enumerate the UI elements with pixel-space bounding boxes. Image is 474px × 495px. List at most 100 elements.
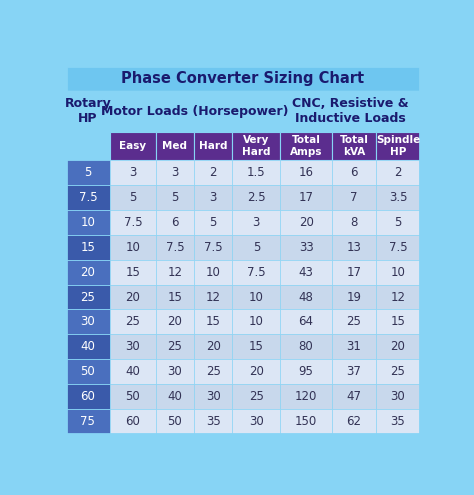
- Text: Med: Med: [163, 141, 188, 151]
- Bar: [232, 359, 280, 384]
- Text: 43: 43: [299, 266, 313, 279]
- Bar: [194, 309, 232, 334]
- Bar: [232, 334, 280, 359]
- Text: Total
kVA: Total kVA: [339, 135, 368, 157]
- Bar: [280, 235, 332, 260]
- Bar: [66, 334, 110, 359]
- Bar: [280, 309, 332, 334]
- Bar: [156, 185, 194, 210]
- Text: 25: 25: [346, 315, 361, 328]
- Bar: [332, 309, 376, 334]
- Bar: [376, 160, 420, 185]
- Bar: [232, 132, 280, 160]
- Text: Easy: Easy: [119, 141, 146, 151]
- Text: 15: 15: [206, 315, 221, 328]
- Bar: [194, 334, 232, 359]
- Bar: [332, 235, 376, 260]
- Bar: [110, 409, 156, 434]
- Text: 62: 62: [346, 415, 362, 428]
- Bar: [110, 160, 156, 185]
- Text: 6: 6: [171, 216, 179, 229]
- Bar: [156, 309, 194, 334]
- Text: 15: 15: [391, 315, 405, 328]
- Text: 40: 40: [167, 390, 182, 403]
- Text: 16: 16: [299, 166, 314, 179]
- Bar: [110, 260, 156, 285]
- Bar: [66, 210, 110, 235]
- Text: 10: 10: [391, 266, 405, 279]
- Bar: [280, 384, 332, 409]
- Bar: [376, 235, 420, 260]
- Bar: [376, 132, 420, 160]
- Bar: [66, 185, 110, 210]
- Bar: [156, 132, 194, 160]
- Text: Very
Hard: Very Hard: [242, 135, 271, 157]
- Bar: [332, 384, 376, 409]
- Text: 30: 30: [126, 340, 140, 353]
- Bar: [66, 260, 110, 285]
- Bar: [194, 285, 232, 309]
- Bar: [332, 210, 376, 235]
- Text: 17: 17: [346, 266, 362, 279]
- Bar: [280, 260, 332, 285]
- Text: 12: 12: [167, 266, 182, 279]
- Text: 3: 3: [129, 166, 137, 179]
- Text: 50: 50: [168, 415, 182, 428]
- Bar: [232, 160, 280, 185]
- Text: Phase Converter Sizing Chart: Phase Converter Sizing Chart: [121, 71, 365, 86]
- Bar: [376, 409, 420, 434]
- Text: Motor Loads (Horsepower): Motor Loads (Horsepower): [101, 105, 289, 118]
- Text: Total
Amps: Total Amps: [290, 135, 322, 157]
- Text: 5: 5: [394, 216, 401, 229]
- Text: 25: 25: [249, 390, 264, 403]
- Bar: [280, 359, 332, 384]
- Bar: [156, 210, 194, 235]
- Text: 2.5: 2.5: [247, 191, 265, 204]
- Bar: [156, 334, 194, 359]
- Bar: [194, 359, 232, 384]
- Text: 31: 31: [346, 340, 361, 353]
- Text: 30: 30: [206, 390, 220, 403]
- Text: 13: 13: [346, 241, 361, 254]
- Bar: [156, 160, 194, 185]
- Bar: [194, 210, 232, 235]
- Text: 25: 25: [167, 340, 182, 353]
- Bar: [332, 185, 376, 210]
- Bar: [376, 285, 420, 309]
- Text: 19: 19: [346, 291, 362, 303]
- Text: 7.5: 7.5: [204, 241, 223, 254]
- Text: 25: 25: [391, 365, 405, 378]
- Text: 17: 17: [299, 191, 314, 204]
- Text: 12: 12: [206, 291, 221, 303]
- Text: 48: 48: [299, 291, 313, 303]
- Bar: [110, 334, 156, 359]
- Text: 7.5: 7.5: [165, 241, 184, 254]
- Text: Spindle
HP: Spindle HP: [376, 135, 420, 157]
- Text: 30: 30: [81, 315, 95, 328]
- Text: Rotary
HP: Rotary HP: [64, 98, 111, 125]
- Bar: [232, 185, 280, 210]
- Text: 20: 20: [391, 340, 405, 353]
- Bar: [156, 260, 194, 285]
- Text: 50: 50: [126, 390, 140, 403]
- Bar: [280, 91, 281, 132]
- Text: 3: 3: [253, 216, 260, 229]
- Bar: [376, 260, 420, 285]
- Bar: [194, 132, 232, 160]
- Bar: [66, 384, 110, 409]
- Bar: [232, 235, 280, 260]
- Bar: [332, 132, 376, 160]
- Bar: [232, 285, 280, 309]
- Text: 30: 30: [168, 365, 182, 378]
- Bar: [232, 309, 280, 334]
- Text: 2: 2: [210, 166, 217, 179]
- Bar: [280, 285, 332, 309]
- Text: 75: 75: [81, 415, 95, 428]
- Bar: [280, 185, 332, 210]
- Bar: [66, 66, 420, 91]
- Bar: [110, 185, 156, 210]
- Text: 150: 150: [295, 415, 317, 428]
- Text: 3.5: 3.5: [389, 191, 407, 204]
- Text: 15: 15: [126, 266, 140, 279]
- Text: 20: 20: [299, 216, 313, 229]
